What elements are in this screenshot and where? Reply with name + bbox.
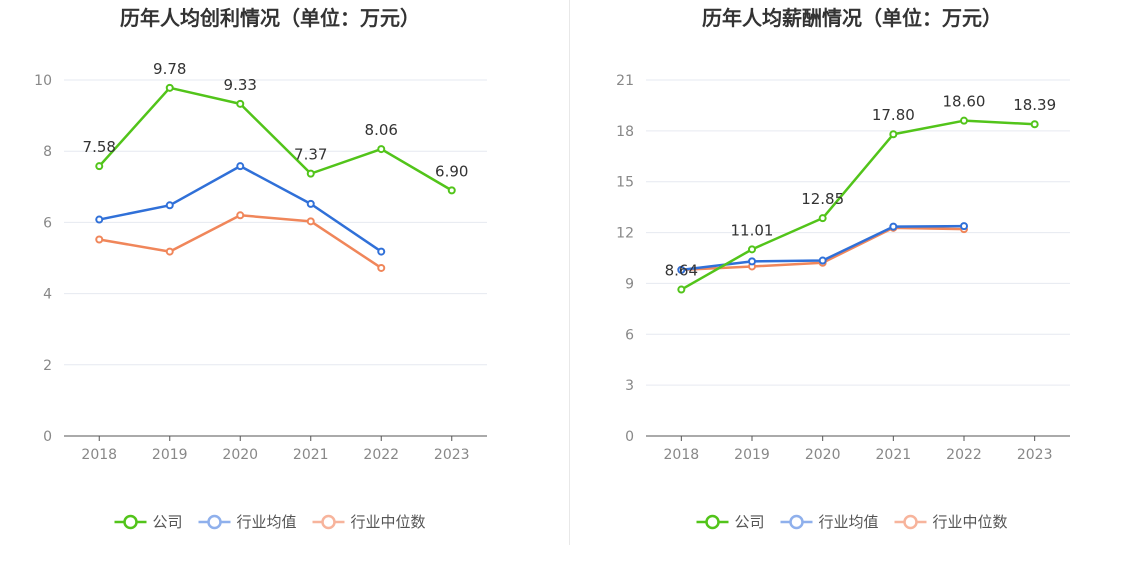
data-point-company [306,169,315,178]
data-point-industry_avg [95,215,104,224]
data-point-company [677,285,686,294]
legend-label: 行业均值 [819,513,879,531]
x-tick-label: 2018 [664,447,700,463]
legend-item-company[interactable]: 公司 [114,513,183,531]
x-tick-label: 2022 [363,447,399,463]
y-tick-label: 21 [616,73,634,89]
x-tick-label: 2021 [293,447,329,463]
x-tick-label: 2020 [805,447,841,463]
legend-label: 行业中位数 [351,513,426,531]
data-point-company [818,214,827,223]
data-point-industry_avg [377,247,386,256]
legend-label: 公司 [735,513,765,531]
data-point-industry_avg [677,265,686,274]
legend-item-industry_median[interactable]: 行业中位数 [894,513,1008,531]
y-tick-label: 12 [616,226,634,242]
data-point-industry_avg [960,222,968,231]
y-tick-label: 0 [43,429,52,445]
data-point-company [377,145,386,154]
y-tick-label: 4 [43,287,52,303]
x-tick-label: 2023 [434,447,470,463]
legend-marker-icon [207,514,222,530]
data-label: 7.58 [83,138,116,156]
x-tick-label: 2019 [734,447,770,463]
data-point-industry_avg [889,222,898,231]
data-point-industry_median [306,217,315,226]
y-tick-label: 2 [43,358,52,374]
y-tick-label: 8 [43,144,52,160]
x-tick-label: 2021 [876,447,912,463]
data-point-company [95,162,104,171]
legend-marker-icon [903,514,918,530]
data-point-company [748,245,756,254]
legend-label: 公司 [153,513,183,531]
legend-item-company[interactable]: 公司 [696,513,765,531]
data-label: 6.90 [435,162,468,180]
legend-marker-icon [123,514,138,530]
data-label: 7.37 [294,146,327,164]
legend-marker-icon [705,514,720,530]
legend-item-industry_avg[interactable]: 行业均值 [198,513,297,531]
y-tick-label: 9 [625,276,634,292]
data-point-company [889,130,898,139]
x-tick-label: 2020 [222,447,258,463]
x-tick-label: 2018 [81,447,117,463]
chart-title: 历年人均薪酬情况（单位：万元） [702,6,1002,30]
y-tick-label: 3 [625,378,634,394]
legend-item-industry_avg[interactable]: 行业均值 [780,513,879,531]
data-label: 11.01 [731,221,774,239]
series-line-company [98,86,453,192]
data-label: 9.78 [153,60,186,78]
y-tick-label: 6 [625,327,634,343]
data-point-company [447,186,456,195]
legend-label: 行业均值 [237,513,297,531]
data-point-industry_avg [748,257,756,266]
series-line-company [680,119,1035,291]
data-label: 8.64 [665,262,698,280]
x-tick-label: 2023 [1017,447,1053,463]
data-label: 18.60 [943,93,986,111]
data-label: 12.85 [801,190,844,208]
data-point-company [1030,120,1039,129]
y-tick-label: 18 [616,124,634,140]
data-label: 17.80 [872,106,915,124]
data-point-industry_avg [306,199,315,208]
data-point-company [960,116,968,125]
data-point-industry_median [95,235,104,244]
panel-divider [569,0,570,545]
legend-marker-icon [321,514,336,530]
profit-per-capita-chart: 历年人均创利情况（单位：万元） 0 2 4 6 8 10 2018 2019 2020 2021 20… [34,6,487,531]
y-tick-label: 15 [616,175,634,191]
data-label: 18.39 [1013,96,1056,114]
salary-per-capita-chart: 历年人均薪酬情况（单位：万元） 0 3 6 9 12 15 18 21 2018 2019 2020 2… [616,6,1070,531]
chart-title: 历年人均创利情况（单位：万元） [120,6,420,30]
y-tick-label: 0 [625,429,634,445]
legend-label: 行业中位数 [933,513,1008,531]
data-label: 8.06 [365,121,398,139]
y-tick-label: 10 [34,73,52,89]
legend-item-industry_median[interactable]: 行业中位数 [312,513,426,531]
x-tick-label: 2019 [152,447,188,463]
data-point-industry_median [165,247,174,256]
data-point-industry_median [377,263,386,272]
y-tick-label: 6 [43,215,52,231]
x-tick-label: 2022 [946,447,982,463]
data-point-industry_avg [818,256,827,265]
data-point-industry_avg [165,201,174,210]
legend-marker-icon [789,514,804,530]
data-label: 9.33 [224,76,257,94]
data-point-company [236,99,245,108]
data-point-company [165,83,174,92]
data-point-industry_median [236,211,245,220]
data-point-industry_avg [236,162,245,171]
